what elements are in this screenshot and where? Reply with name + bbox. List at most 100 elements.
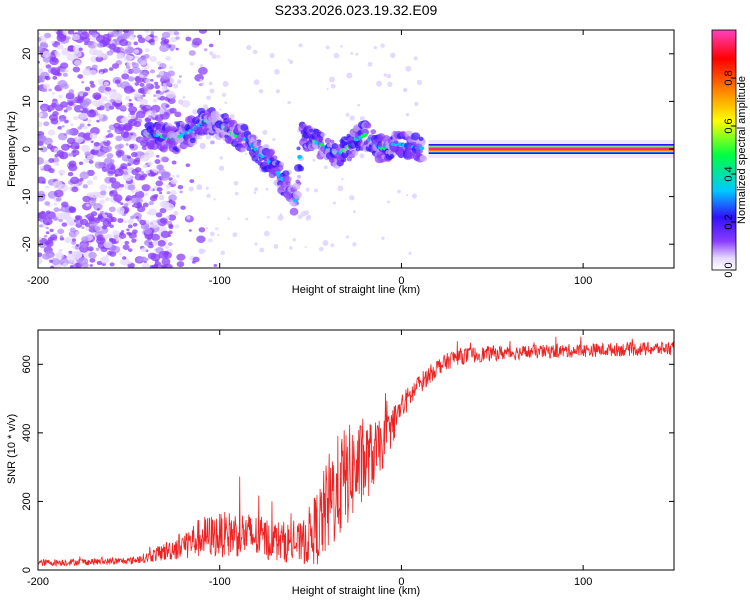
spectral-cell <box>340 45 343 48</box>
spectral-cell <box>150 31 155 35</box>
spectral-cell <box>147 161 153 166</box>
spectral-cell <box>329 76 335 83</box>
spectral-cell <box>149 195 158 202</box>
spectral-cell <box>139 219 147 226</box>
spectral-cell <box>330 139 335 144</box>
spectral-cell <box>89 132 98 140</box>
spectral-cell <box>68 152 74 157</box>
spectral-cell <box>83 158 91 164</box>
spectral-cell <box>221 92 227 97</box>
spectral-cell <box>92 92 102 100</box>
spectral-cell <box>124 240 130 245</box>
spectral-cell <box>134 157 141 163</box>
spectral-cell <box>128 34 136 41</box>
spectral-cell <box>159 44 170 53</box>
spectral-cell <box>308 128 314 133</box>
spectral-cell <box>386 73 392 79</box>
spectral-cell <box>380 43 385 48</box>
spectral-cell <box>206 108 212 113</box>
spectral-cell <box>130 215 135 220</box>
spectral-cell <box>127 218 134 225</box>
spectral-cell <box>61 143 70 151</box>
spectral-cell <box>57 79 68 88</box>
spectral-cell <box>364 121 372 129</box>
spectral-cell <box>159 95 166 101</box>
spectral-cell <box>91 198 97 203</box>
spectral-cell <box>94 161 104 169</box>
spectral-cell <box>156 155 160 158</box>
spectral-cell <box>96 114 104 120</box>
spectral-cell <box>108 206 116 212</box>
spectral-cell <box>143 192 149 197</box>
spectral-cell <box>289 246 293 250</box>
spectral-cell <box>107 250 113 256</box>
spectral-cell <box>168 223 174 228</box>
spectral-cell <box>131 152 138 158</box>
spectral-cell <box>119 231 124 236</box>
spectral-cell <box>128 106 138 114</box>
spectral-cell <box>88 159 94 164</box>
spectral-cell <box>279 213 283 216</box>
spectral-cell <box>288 59 294 65</box>
spectral-cell <box>47 129 56 136</box>
spectral-cell <box>101 96 108 102</box>
figure-title: S233.2026.023.19.32.E09 <box>275 2 438 18</box>
y-tick-label: 20 <box>21 48 33 60</box>
spectral-cell <box>156 93 161 99</box>
spectral-cell <box>170 190 177 196</box>
spectral-cell <box>141 262 150 268</box>
spectral-cell <box>137 88 145 94</box>
spectral-cell <box>43 160 50 165</box>
spectral-cell <box>171 175 175 178</box>
spectral-cell <box>370 129 377 135</box>
spectral-cell <box>122 173 133 182</box>
spectral-cell <box>185 36 192 42</box>
spectral-cell <box>209 51 214 56</box>
spectral-cell <box>95 247 100 251</box>
spectral-cell <box>48 167 55 174</box>
spectral-cell <box>149 56 157 62</box>
spectral-cell <box>245 217 249 221</box>
spectral-cell <box>126 103 130 106</box>
spectral-cell <box>107 185 113 190</box>
spectral-cell <box>208 43 214 48</box>
spectral-cell <box>167 242 173 246</box>
spectral-cell <box>44 32 52 39</box>
spectral-cell <box>397 189 401 194</box>
snr-y-axis: 0 200 400 600 <box>21 355 674 573</box>
spectral-cell <box>131 197 140 204</box>
spectral-cell <box>158 194 165 201</box>
y-tick-label: 10 <box>21 95 33 107</box>
spectral-cell <box>53 30 58 33</box>
spectral-cell <box>134 82 140 86</box>
spectral-cell <box>145 169 150 174</box>
spectral-cell <box>137 34 143 39</box>
spectral-cell <box>390 52 396 59</box>
spectral-cell <box>224 101 228 105</box>
y-tick-label: -10 <box>21 189 33 205</box>
spectral-cell <box>70 258 77 264</box>
spectral-cell <box>71 238 77 242</box>
spectral-cell <box>121 116 130 123</box>
snr-ylabel: SNR (10 * v/v) <box>6 414 18 484</box>
spectral-cell <box>165 81 172 87</box>
spectral-cell <box>177 184 184 190</box>
spectral-cell <box>330 83 336 89</box>
spectrogram-ridge <box>428 140 674 158</box>
spectral-cell <box>72 150 76 153</box>
spectral-cell <box>99 210 105 215</box>
spectral-cell <box>149 69 156 74</box>
spectral-cell <box>147 115 153 120</box>
spectral-cell <box>169 107 177 114</box>
spectral-cell <box>405 65 412 72</box>
spectral-cell <box>287 58 290 61</box>
spectral-cell <box>127 224 133 229</box>
spectral-cell <box>55 197 62 202</box>
spectral-cell <box>158 168 166 175</box>
spectral-cell <box>75 231 80 235</box>
spectral-cell <box>159 91 164 96</box>
spectral-cell <box>153 263 159 268</box>
spectral-cell <box>198 227 206 233</box>
spectral-cell <box>131 66 141 74</box>
